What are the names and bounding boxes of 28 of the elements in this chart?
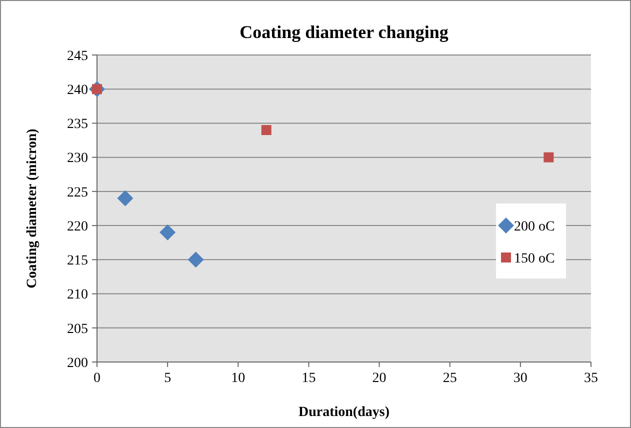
y-tick-label: 225 <box>67 185 88 200</box>
y-tick-label: 215 <box>67 254 88 269</box>
y-tick-label: 220 <box>67 219 88 234</box>
y-tick-label: 235 <box>67 117 88 132</box>
y-tick-label: 240 <box>67 83 88 98</box>
x-tick-label: 20 <box>372 371 386 386</box>
y-tick-label: 230 <box>67 151 88 166</box>
y-tick-label: 245 <box>67 48 88 64</box>
y-tick-label: 200 <box>67 356 88 371</box>
x-tick-label: 0 <box>94 371 100 386</box>
y-axis-title: Coating diameter (micron) <box>25 128 40 288</box>
legend-label: 200 oC <box>514 219 555 234</box>
x-tick-label: 10 <box>231 371 246 386</box>
x-tick-label: 25 <box>442 371 457 386</box>
x-tick-label: 35 <box>584 371 598 386</box>
point <box>544 152 554 162</box>
point <box>261 125 272 136</box>
point <box>160 224 176 240</box>
legend-label: 150 oC <box>514 251 555 266</box>
y-tick-label: 210 <box>67 288 88 303</box>
point <box>188 252 204 268</box>
y-tick-label: 205 <box>67 322 88 337</box>
x-tick-label: 30 <box>513 371 528 386</box>
x-tick-label: 15 <box>302 371 316 386</box>
x-tick-label: 5 <box>164 371 172 386</box>
chart-title: Coating diameter changing <box>240 22 448 42</box>
x-axis-title: Duration(days) <box>298 405 390 420</box>
point <box>117 190 134 206</box>
